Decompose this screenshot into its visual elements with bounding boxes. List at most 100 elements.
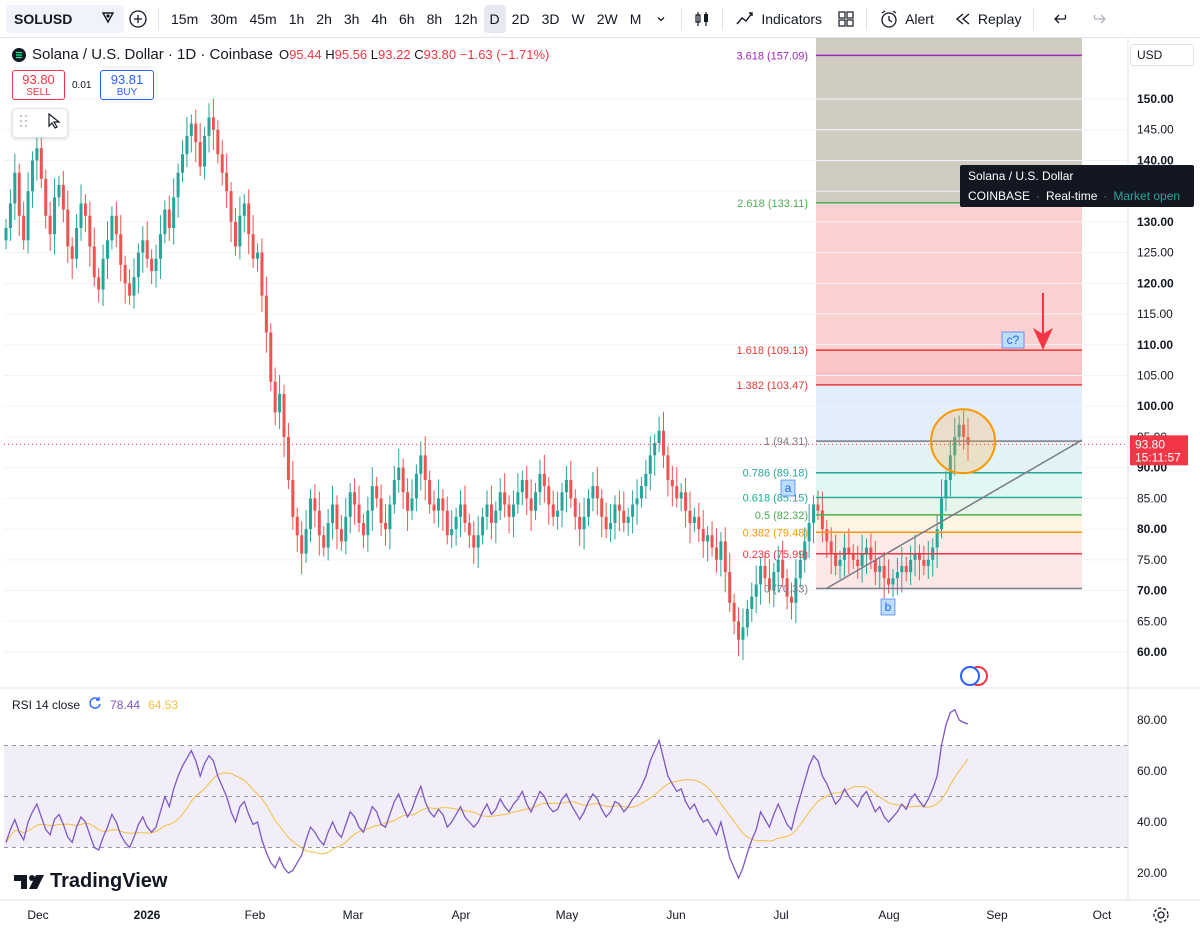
bar-countdown: 15:11:57	[1135, 450, 1181, 464]
chart-canvas[interactable]: 3.618 (157.09) 2.618 (133.11) 1.618 (109.1…	[0, 38, 1200, 932]
candle-body	[617, 504, 621, 511]
candle-body	[688, 510, 692, 523]
timeframe-1h[interactable]: 1h	[288, 10, 305, 27]
candle-body	[353, 492, 357, 505]
price-tick-label: 120.00	[1137, 276, 1174, 290]
candle-body	[489, 504, 493, 523]
candle-body	[136, 252, 140, 278]
timeframe-dropdown-chevron-icon[interactable]	[647, 5, 675, 33]
spread-value: 0.01	[72, 80, 92, 91]
timeframe-w[interactable]: W	[571, 10, 585, 27]
symbol-tooltip: Solana / U.S. Dollar COINBASE · Real-tim…	[960, 165, 1194, 207]
replay-label: Replay	[977, 10, 1022, 27]
candle-body	[882, 565, 886, 579]
candle-body	[873, 559, 877, 573]
fib-zone	[816, 497, 1082, 515]
floating-drawing-toolbar[interactable]	[12, 108, 68, 138]
candle-body	[697, 516, 701, 530]
candle-body	[798, 559, 802, 579]
candle-body	[194, 123, 198, 143]
buy-button[interactable]: 93.81 BUY	[100, 70, 154, 100]
timeframe-4h[interactable]: 4h	[371, 10, 388, 27]
candle-body	[75, 228, 79, 259]
fib-zone	[816, 532, 1082, 554]
price-tick-label: 115.00	[1137, 307, 1173, 321]
candle-body	[375, 486, 379, 499]
drawings-layer[interactable]: a b c?	[4, 293, 1128, 686]
candle-body	[44, 178, 48, 216]
candle-body	[759, 565, 763, 585]
time-tick-label: Jul	[773, 908, 788, 922]
refresh-icon[interactable]	[88, 696, 102, 713]
tooltip-realtime: Real-time	[1046, 189, 1098, 203]
candle-body	[450, 529, 454, 536]
sell-button[interactable]: 93.80 SELL	[12, 70, 65, 100]
candle-body	[670, 479, 674, 487]
candle-body	[851, 553, 855, 560]
candle-body	[701, 529, 705, 542]
timeframe-6h[interactable]: 6h	[399, 10, 415, 27]
symbol-search[interactable]: SOLUSD	[6, 4, 124, 33]
candle-body	[167, 209, 171, 229]
candle-body	[913, 553, 917, 560]
candle-body	[719, 541, 723, 560]
price-tick-label: 105.00	[1137, 369, 1174, 383]
candle-body	[83, 203, 87, 216]
candle-body	[379, 498, 383, 523]
replay-button[interactable]: Replay	[948, 5, 1028, 33]
undo-icon[interactable]	[1048, 5, 1076, 33]
time-tick-label: May	[556, 908, 579, 922]
candle-body	[904, 565, 908, 573]
candle-body	[335, 504, 339, 530]
candle-body	[900, 565, 904, 573]
timeframe-45m[interactable]: 45m	[249, 10, 277, 27]
wave-label-box	[880, 598, 896, 616]
candle-body	[207, 117, 211, 136]
indicators-button[interactable]: Indicators	[729, 5, 828, 33]
layouts-grid-icon[interactable]	[832, 5, 860, 33]
timeframe-3h[interactable]: 3h	[343, 10, 360, 27]
fib-level-label: 0 (70.33)	[764, 584, 808, 596]
timeframe-2h[interactable]: 2h	[316, 10, 332, 27]
candle-body	[225, 172, 229, 192]
candle-body	[128, 283, 132, 296]
currency-selector[interactable]: USD	[1130, 44, 1194, 66]
redo-icon[interactable]	[1084, 5, 1112, 33]
candle-body	[313, 498, 317, 511]
compare-heart-icon[interactable]	[100, 9, 116, 28]
cursor-icon[interactable]	[47, 112, 61, 134]
candle-style-icon[interactable]	[688, 5, 716, 33]
rsi-title[interactable]: RSI 14 close	[12, 697, 81, 712]
timeframe-d[interactable]: D	[483, 4, 506, 33]
timeframe-8h[interactable]: 8h	[426, 10, 443, 27]
tooltip-separator: ·	[1036, 189, 1041, 203]
fibonacci-levels[interactable]: 3.618 (157.09) 2.618 (133.11) 1.618 (109.1…	[736, 50, 1082, 596]
candle-body	[326, 522, 330, 548]
alert-button[interactable]: Alert	[873, 5, 940, 33]
candle-body	[282, 393, 286, 437]
price-tick-label: 150.00	[1137, 92, 1174, 106]
chart-settings-gear-icon[interactable]	[1152, 906, 1170, 929]
timeframe-15m[interactable]: 15m	[171, 10, 199, 27]
timeframe-30m[interactable]: 30m	[210, 10, 238, 27]
currency-label: USD	[1137, 48, 1163, 62]
fib-level-label: 1.618 (109.13)	[736, 345, 808, 357]
symbol-title[interactable]: Solana / U.S. Dollar · 1D · Coinbase	[32, 46, 273, 63]
add-symbol-icon[interactable]	[124, 5, 152, 33]
candle-body	[750, 596, 754, 609]
drag-handle-icon[interactable]	[19, 114, 29, 133]
fib-level-label: 0.5 (82.32)	[755, 510, 808, 522]
candle-body	[141, 240, 145, 253]
candle-body	[35, 148, 39, 161]
rsi-pane	[4, 708, 1128, 880]
candle-body	[105, 240, 109, 259]
timeframe-12h[interactable]: 12h	[454, 10, 478, 27]
tooltip-symbol-name: Solana / U.S. Dollar	[968, 169, 1074, 183]
timeframe-m[interactable]: M	[629, 10, 642, 27]
timeframe-2d[interactable]: 2D	[511, 10, 530, 27]
timeframe-3d[interactable]: 3D	[541, 10, 560, 27]
timeframe-2w[interactable]: 2W	[596, 10, 618, 27]
indicators-label: Indicators	[761, 10, 823, 27]
candle-body	[662, 430, 666, 456]
candle-body	[26, 191, 30, 241]
